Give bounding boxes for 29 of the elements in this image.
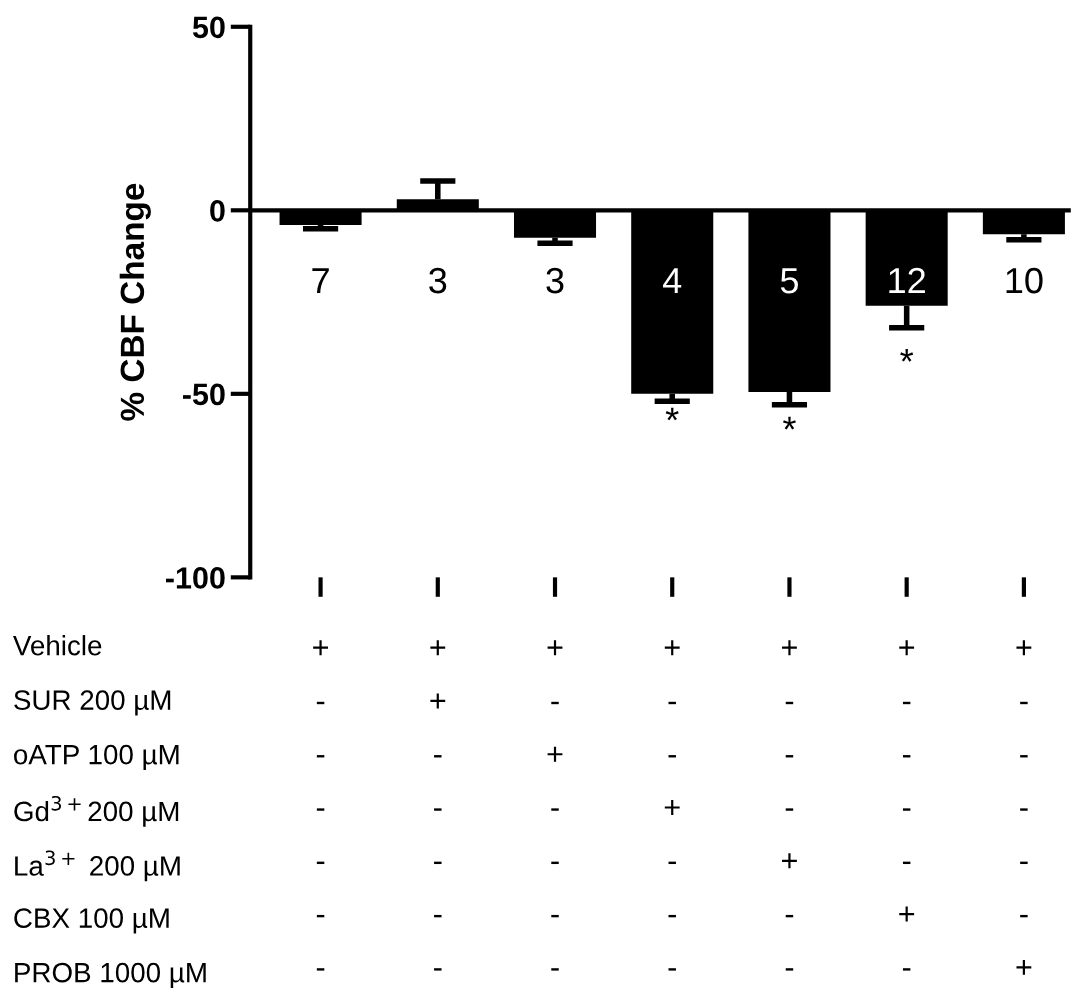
annotation: * — [665, 407, 679, 421]
category-label: + + - - - - - — [430, 640, 446, 971]
text: oATP 100 µM — [14, 744, 179, 770]
text: La$^{3+}$ 200 µM — [15, 850, 180, 882]
y-tick-label: -50 — [182, 383, 225, 406]
text: Gd$^{3+}$200 µM — [14, 795, 179, 827]
annotation: 12 — [889, 267, 925, 294]
annotation: 4 — [663, 268, 682, 294]
text: Vehicle — [13, 635, 102, 656]
annotation: * — [900, 348, 914, 362]
y-tick-label: 50 — [192, 16, 225, 39]
annotation: 7 — [312, 268, 329, 294]
text: SUR 200 µM — [14, 690, 171, 716]
text: CBX 100 µM — [14, 908, 169, 934]
category-label: + - - + - - - — [664, 640, 680, 971]
category-label: + - - - - - + — [1016, 640, 1032, 975]
category-label: + - + - - - - — [547, 640, 563, 971]
annotation: 10 — [1006, 267, 1043, 294]
annotation: 3 — [546, 267, 564, 294]
category-label: + - - - + - - — [782, 640, 797, 971]
y-tick-label: -100 — [165, 567, 225, 589]
annotation: 5 — [780, 268, 798, 294]
y-axis-title: % CBF Change — [119, 183, 151, 421]
y-tick-label: 0 — [210, 200, 225, 222]
category-label: + - - - - + - — [899, 640, 915, 971]
annotation: * — [783, 416, 796, 430]
text: PROB 1000 µM — [15, 962, 206, 988]
category-label: + - - - - - - — [313, 640, 328, 971]
annotation: 3 — [429, 267, 447, 294]
